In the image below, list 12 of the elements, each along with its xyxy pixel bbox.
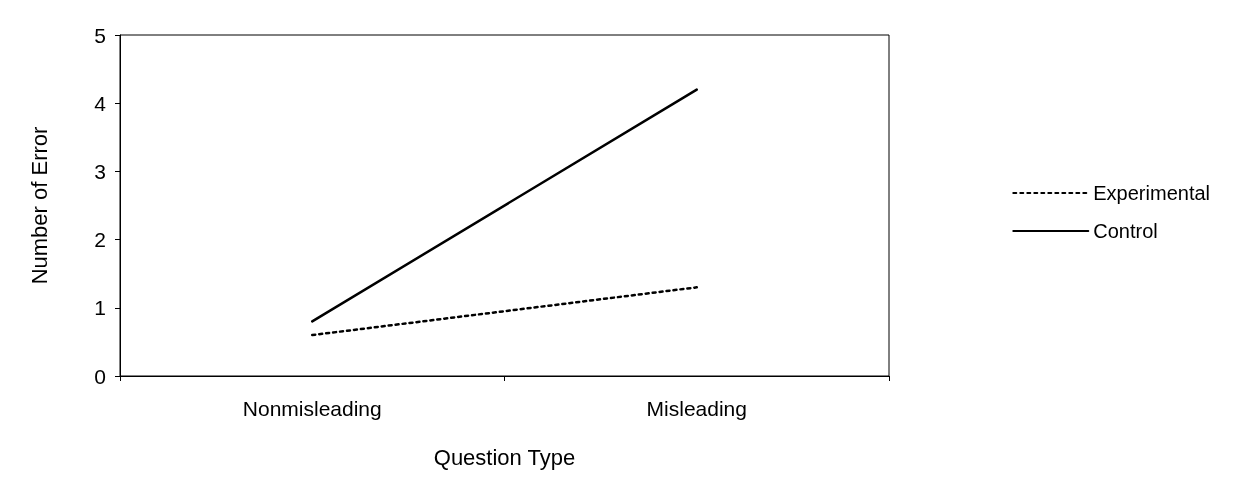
y-axis-title: Number of Error bbox=[26, 126, 52, 285]
legend-label: Control bbox=[1093, 220, 1158, 242]
x-tick-label: Misleading bbox=[646, 397, 747, 420]
y-tick-label: 5 bbox=[94, 23, 106, 47]
y-tick-label: 2 bbox=[94, 228, 106, 252]
y-tick-label: 0 bbox=[94, 364, 106, 388]
legend-label: Experimental bbox=[1093, 182, 1210, 204]
y-tick-label: 4 bbox=[94, 91, 107, 115]
y-tick-label: 3 bbox=[94, 159, 106, 183]
x-axis-title: Question Type bbox=[433, 444, 576, 470]
x-tick-label: Nonmisleading bbox=[242, 397, 382, 420]
y-tick-label: 1 bbox=[94, 296, 106, 320]
